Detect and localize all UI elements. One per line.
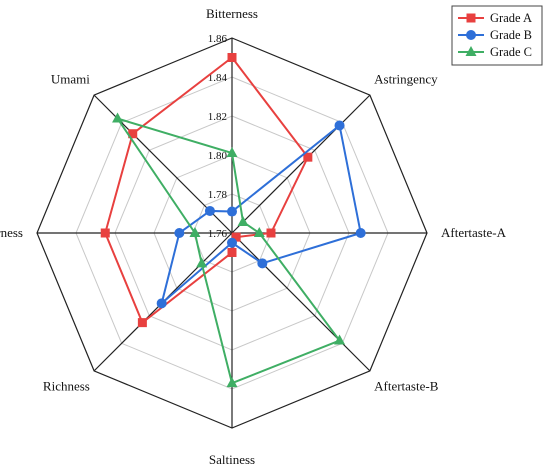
data-point-triangle: [237, 215, 249, 226]
data-point-square: [466, 13, 476, 23]
data-point-triangle: [112, 112, 124, 123]
axis-label: Aftertaste-A: [441, 225, 507, 240]
data-point-triangle: [189, 227, 201, 237]
legend-label: Grade A: [490, 11, 532, 25]
data-point-square: [227, 53, 237, 62]
axis-label: Sourness: [0, 225, 23, 240]
axis-spoke: [231, 232, 371, 372]
data-point-circle: [156, 298, 167, 309]
data-point-square: [227, 248, 237, 257]
axis-label: Aftertaste-B: [374, 378, 439, 393]
axis-label: Bitterness: [206, 6, 258, 21]
tick-label: 1.80: [208, 150, 228, 162]
data-point-triangle: [253, 227, 265, 237]
data-point-square: [137, 318, 147, 328]
data-point-circle: [466, 30, 476, 40]
data-point-triangle: [226, 147, 238, 158]
data-point-square: [128, 129, 138, 139]
data-point-circle: [204, 205, 215, 216]
data-point-triangle: [334, 334, 346, 345]
data-point-circle: [227, 206, 237, 217]
data-point-square: [266, 228, 276, 238]
data-point-triangle: [196, 257, 208, 268]
tick-label: 1.82: [208, 111, 227, 123]
data-point-circle: [227, 237, 237, 248]
axis-label: Umami: [51, 72, 90, 87]
data-point-circle: [355, 228, 366, 238]
data-point-square: [231, 232, 241, 242]
axis-label: Richness: [43, 378, 90, 393]
legend-label: Grade C: [490, 45, 532, 59]
tick-label: 1.84: [208, 72, 228, 84]
axis-spoke: [231, 94, 371, 234]
tick-label: 1.76: [208, 228, 228, 240]
tick-label: 1.78: [208, 189, 228, 201]
data-point-circle: [334, 120, 345, 131]
axis-label: Astringency: [374, 72, 438, 87]
axis-label: Saltiness: [209, 452, 255, 467]
data-point-triangle: [226, 377, 238, 388]
data-point-triangle: [465, 46, 477, 56]
data-point-square: [100, 228, 110, 238]
data-point-circle: [174, 228, 185, 238]
data-point-square: [303, 152, 313, 162]
legend-label: Grade B: [490, 28, 532, 42]
data-point-circle: [257, 258, 268, 269]
tick-label: 1.86: [208, 33, 228, 45]
